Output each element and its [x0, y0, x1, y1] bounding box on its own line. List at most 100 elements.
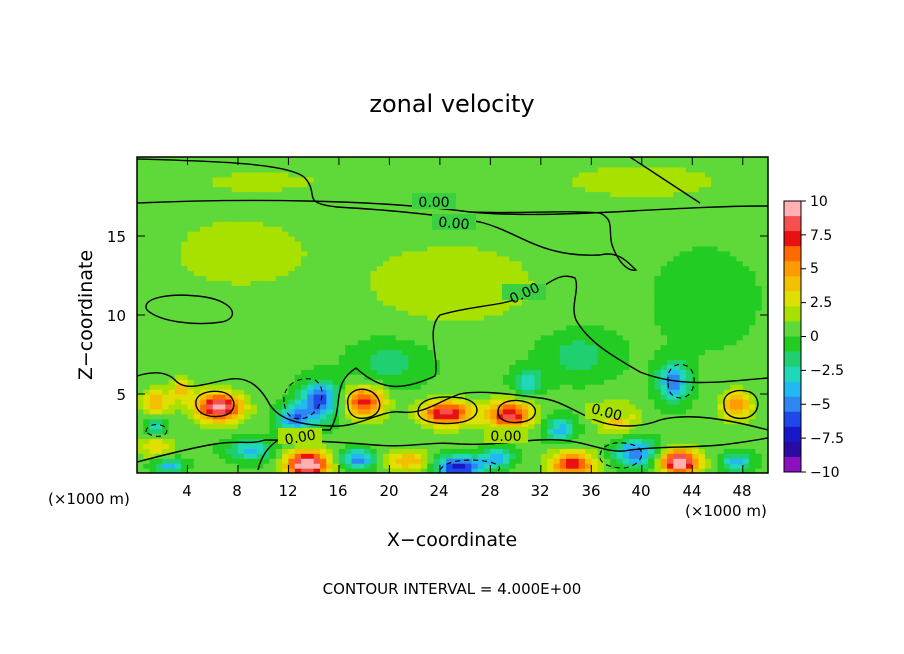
field-cell	[168, 255, 176, 262]
field-cell	[420, 171, 428, 178]
field-cell	[357, 216, 365, 222]
field-cell	[484, 216, 491, 222]
field-cell	[219, 369, 226, 375]
field-cell	[547, 458, 555, 464]
field-cell	[219, 458, 226, 464]
field-cell	[616, 211, 624, 217]
field-cell	[446, 161, 454, 168]
field-cell	[414, 260, 422, 267]
field-cell	[364, 458, 372, 464]
field-cell	[458, 369, 466, 375]
field-cell	[338, 255, 346, 262]
field-cell	[338, 290, 346, 296]
field-cell	[471, 166, 479, 173]
field-cell	[313, 186, 321, 193]
field-cell	[313, 389, 321, 395]
field-cell	[237, 463, 245, 469]
field-cell	[597, 176, 605, 183]
field-cell	[376, 374, 384, 380]
field-cell	[427, 181, 435, 188]
field-cell	[509, 226, 517, 232]
field-cell	[490, 354, 498, 361]
field-cell	[326, 176, 334, 183]
field-cell	[408, 443, 416, 449]
field-cell	[547, 374, 555, 380]
field-cell	[395, 324, 403, 331]
field-cell	[477, 211, 485, 217]
field-cell	[452, 389, 460, 395]
field-cell	[534, 354, 542, 361]
field-cell	[137, 324, 144, 331]
field-cell	[244, 226, 252, 232]
field-cell	[591, 186, 599, 193]
field-cell	[534, 305, 542, 311]
field-cell	[540, 448, 548, 454]
field-cell	[137, 270, 144, 277]
field-cell	[231, 285, 239, 291]
field-cell	[181, 211, 189, 217]
field-cell	[515, 270, 523, 277]
field-cell	[502, 339, 510, 346]
field-cell	[212, 364, 220, 370]
field-cell	[174, 201, 182, 207]
field-cell	[622, 354, 630, 361]
field-cell	[572, 398, 580, 405]
field-cell	[402, 275, 409, 282]
field-cell	[174, 300, 182, 306]
field-cell	[332, 221, 340, 227]
field-cell	[496, 305, 504, 311]
field-cell	[484, 206, 491, 212]
field-cell	[528, 181, 536, 188]
field-cell	[622, 310, 630, 316]
field-cell	[490, 260, 498, 267]
field-cell	[351, 369, 359, 375]
field-cell	[414, 349, 422, 356]
field-cell	[206, 468, 214, 473]
field-cell	[237, 329, 245, 336]
field-cell	[345, 196, 353, 203]
field-cell	[313, 265, 321, 272]
field-cell	[187, 364, 195, 370]
field-cell	[319, 176, 327, 183]
field-cell	[534, 384, 542, 390]
field-cell	[200, 423, 208, 430]
field-cell	[275, 408, 283, 415]
field-cell	[603, 305, 611, 311]
field-cell	[521, 255, 529, 262]
field-cell	[269, 403, 277, 410]
field-cell	[414, 305, 422, 311]
field-cell	[338, 181, 346, 188]
field-cell	[338, 176, 346, 183]
field-cell	[143, 334, 151, 341]
field-cell	[528, 206, 536, 212]
field-cell	[370, 310, 378, 316]
field-cell	[206, 433, 214, 440]
field-cell	[326, 403, 334, 410]
field-cell	[206, 231, 214, 237]
field-cell	[256, 364, 264, 370]
field-cell	[200, 468, 208, 473]
field-cell	[168, 468, 176, 473]
field-cell	[383, 453, 390, 459]
field-cell	[263, 171, 271, 178]
field-cell	[231, 186, 239, 193]
field-cell	[250, 240, 258, 247]
field-cell	[288, 453, 296, 459]
field-cell	[174, 315, 182, 321]
field-cell	[616, 344, 624, 351]
field-cell	[389, 300, 397, 306]
field-cell	[427, 290, 435, 296]
field-cell	[168, 349, 176, 356]
field-cell	[547, 191, 555, 198]
field-cell	[370, 166, 378, 173]
field-cell	[578, 161, 586, 168]
field-cell	[395, 300, 403, 306]
field-cell	[319, 379, 327, 385]
field-cell	[326, 458, 334, 464]
field-cell	[187, 448, 195, 454]
field-cell	[269, 369, 277, 375]
field-cell	[515, 458, 523, 464]
field-cell	[149, 221, 157, 227]
field-cell	[351, 211, 359, 217]
field-cell	[452, 245, 460, 252]
